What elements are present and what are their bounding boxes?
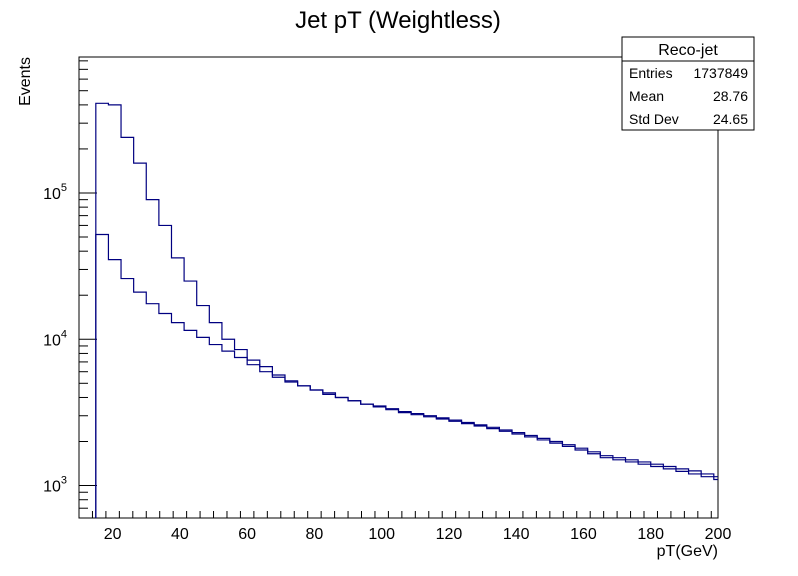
y-tick-label: 105 xyxy=(43,182,67,203)
x-tick-label: 100 xyxy=(368,526,395,543)
x-tick-label: 40 xyxy=(171,526,189,543)
histogram-series-1 xyxy=(95,102,718,518)
y-axis-label: Events xyxy=(17,57,34,106)
x-tick-label: 20 xyxy=(104,526,122,543)
y-tick-label: 104 xyxy=(43,328,67,349)
chart-title: Jet pT (Weightless) xyxy=(295,7,501,34)
histogram-series-2 xyxy=(95,233,718,518)
y-tick-label: 103 xyxy=(43,475,67,496)
x-tick-label: 120 xyxy=(436,526,463,543)
stats-entries-label: Entries xyxy=(629,65,673,81)
y-axis-ticks: 103 104 105 xyxy=(43,60,97,519)
stats-mean-label: Mean xyxy=(629,88,664,104)
stats-box: Reco-jet Entries 1737849 Mean 28.76 Std … xyxy=(621,36,755,131)
stats-stddev-label: Std Dev xyxy=(629,111,679,127)
x-tick-label: 180 xyxy=(637,526,664,543)
x-axis-ticks: 20 40 60 80 100 120 140 160 180 200 xyxy=(78,511,732,543)
stats-entries-value: 1737849 xyxy=(693,65,748,81)
stats-title: Reco-jet xyxy=(658,42,718,59)
stats-stddev-value: 24.65 xyxy=(713,111,748,127)
x-axis-label: pT(GeV) xyxy=(657,543,718,560)
plot-frame xyxy=(78,56,719,519)
x-tick-label: 140 xyxy=(503,526,530,543)
x-tick-label: 200 xyxy=(705,526,732,543)
x-tick-label: 160 xyxy=(570,526,597,543)
series-layer xyxy=(95,102,718,518)
x-tick-label: 60 xyxy=(238,526,256,543)
stats-mean-value: 28.76 xyxy=(713,88,748,104)
x-tick-label: 80 xyxy=(306,526,324,543)
